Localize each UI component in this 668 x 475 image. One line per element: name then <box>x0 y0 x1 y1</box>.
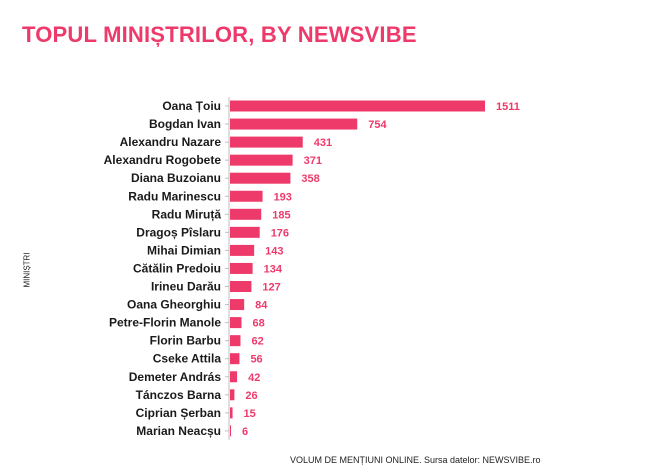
bar <box>230 118 358 130</box>
category-label: Marian Neacșu <box>136 424 221 438</box>
bar <box>230 154 293 166</box>
data-label: 371 <box>304 155 322 167</box>
data-label: 193 <box>274 191 292 203</box>
bar <box>230 100 485 112</box>
category-label: Florin Barbu <box>150 334 221 348</box>
bar <box>230 136 303 148</box>
data-label: 127 <box>262 282 280 294</box>
bar <box>230 190 263 202</box>
bar <box>230 281 252 292</box>
data-label: 68 <box>252 318 264 330</box>
bar <box>230 389 235 401</box>
category-label: Oana Țoiu <box>162 99 221 113</box>
bar <box>230 208 262 220</box>
data-label: 143 <box>265 245 283 257</box>
category-label: Tánczos Barna <box>136 388 222 402</box>
category-label: Demeter András <box>129 370 222 384</box>
bar <box>230 353 240 365</box>
data-label: 185 <box>272 209 290 221</box>
data-label: 15 <box>244 408 256 420</box>
category-label: Dragoș Pîslaru <box>136 225 221 239</box>
data-label: 754 <box>368 119 387 131</box>
category-label: Alexandru Rogobete <box>104 153 222 167</box>
category-label: Alexandru Nazare <box>120 135 222 149</box>
data-label: 84 <box>255 300 268 312</box>
category-label: Radu Marinescu <box>128 189 221 203</box>
category-label: Radu Miruță <box>152 207 222 221</box>
category-label: Petre-Florin Manole <box>109 316 221 330</box>
bar <box>230 172 291 184</box>
category-label: Cătălin Predoiu <box>133 261 221 275</box>
bar <box>230 425 232 437</box>
data-label: 6 <box>242 426 248 438</box>
data-label: 176 <box>271 227 289 239</box>
bar <box>230 335 241 347</box>
bar <box>230 317 242 329</box>
bar <box>230 371 238 383</box>
data-label: 62 <box>251 336 263 348</box>
data-label: 358 <box>301 173 319 185</box>
category-label: Diana Buzoianu <box>131 171 221 185</box>
category-label: Oana Gheorghiu <box>127 298 221 312</box>
category-label: Irineu Darău <box>151 280 221 294</box>
data-label: 134 <box>264 263 283 275</box>
data-label: 26 <box>245 390 257 402</box>
bar <box>230 407 233 419</box>
bar <box>230 262 253 274</box>
bar <box>230 299 245 311</box>
data-label: 431 <box>314 137 332 149</box>
data-label: 42 <box>248 372 260 384</box>
category-label: Mihai Dimian <box>147 243 221 257</box>
bar <box>230 226 260 238</box>
category-label: Bogdan Ivan <box>149 117 221 131</box>
chart-title: TOPUL MINIȘTRILOR, BY NEWSVIBE <box>22 22 417 47</box>
bar <box>230 244 255 256</box>
data-label: 1511 <box>496 101 520 113</box>
category-label: Ciprian Șerban <box>136 406 221 420</box>
x-axis-title: VOLUM DE MENȚIUNI ONLINE. Sursa datelor:… <box>290 455 541 465</box>
category-label: Cseke Attila <box>153 352 222 366</box>
data-label: 56 <box>250 354 262 366</box>
